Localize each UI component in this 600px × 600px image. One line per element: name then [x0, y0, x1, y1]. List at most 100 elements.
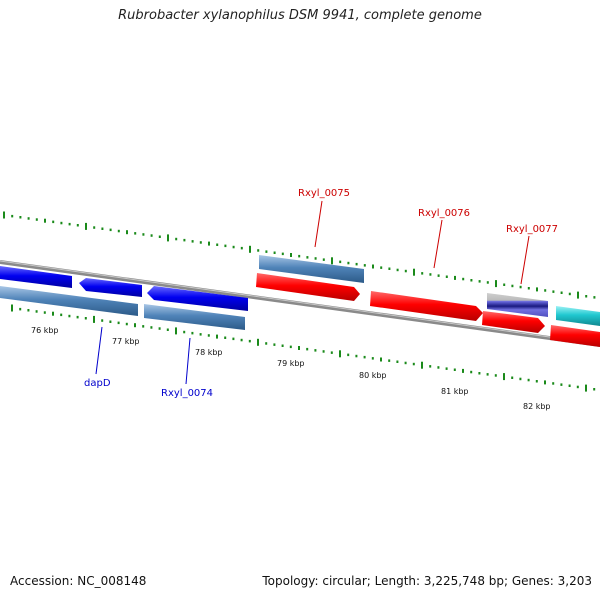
- top-tick: [93, 226, 96, 229]
- top-tick: [577, 291, 579, 299]
- cds-bar-2[interactable]: [144, 304, 245, 330]
- label-rxyl-0075[interactable]: Rxyl_0075: [298, 188, 350, 199]
- top-tick: [257, 249, 260, 252]
- cds-bar-1[interactable]: [0, 286, 138, 316]
- bottom-tick: [248, 339, 251, 343]
- bottom-tick: [289, 345, 292, 349]
- bottom-tick: [339, 350, 341, 358]
- label-rxyl-0077[interactable]: Rxyl_0077: [506, 224, 558, 235]
- bottom-tick: [207, 334, 210, 337]
- top-tick: [503, 283, 506, 286]
- top-tick: [585, 295, 588, 298]
- scale-label-76: 76 kbp: [31, 326, 59, 335]
- gene-rxyl-0075-upper[interactable]: [259, 255, 364, 283]
- bottom-tick: [552, 382, 555, 385]
- bottom-tick: [273, 343, 276, 346]
- bottom-tick: [494, 374, 497, 377]
- top-tick: [232, 245, 235, 249]
- gene-cyan-upper[interactable]: [556, 306, 600, 326]
- bottom-tick: [142, 325, 145, 328]
- top-tick: [101, 227, 104, 230]
- leader-rxyl-0077: [520, 235, 530, 285]
- top-tick: [527, 287, 530, 290]
- top-tick: [568, 292, 571, 296]
- top-tick: [396, 268, 399, 272]
- top-tick: [175, 237, 178, 241]
- leader-dapd: [95, 326, 103, 375]
- forward-gene-arrow-2[interactable]: [370, 291, 483, 321]
- top-tick: [249, 245, 251, 253]
- leader-rxyl-0074: [185, 337, 191, 385]
- map-title: Rubrobacter xylanophilus DSM 9941, compl…: [118, 8, 482, 23]
- forward-gene-arrow-4[interactable]: [550, 325, 600, 347]
- top-tick: [478, 280, 481, 283]
- top-tick: [85, 222, 87, 230]
- bottom-tick: [453, 368, 456, 371]
- top-tick: [593, 296, 596, 299]
- top-tick: [495, 280, 497, 288]
- top-tick: [142, 233, 145, 236]
- top-tick: [347, 261, 350, 265]
- gene-rxyl-0077-upper[interactable]: [487, 293, 548, 317]
- top-tick: [290, 253, 292, 257]
- bottom-tick: [568, 384, 571, 387]
- bottom-tick: [35, 310, 38, 313]
- reverse-gene-arrow-3[interactable]: [147, 286, 248, 311]
- bottom-tick: [306, 347, 309, 351]
- top-tick: [265, 250, 268, 253]
- reverse-gene-arrow-2[interactable]: [79, 278, 142, 297]
- forward-gene-arrow-3[interactable]: [482, 311, 545, 333]
- top-tick: [429, 273, 432, 276]
- bottom-tick: [19, 307, 22, 311]
- label-dapd[interactable]: dapD: [84, 378, 111, 389]
- bottom-tick: [429, 365, 432, 368]
- bottom-tick: [52, 311, 54, 316]
- backbone-highlight: [0, 260, 600, 345]
- bottom-tick: [593, 388, 596, 391]
- bottom-tick: [421, 361, 423, 369]
- bottom-tick: [445, 367, 448, 370]
- top-tick: [68, 222, 71, 226]
- bottom-tick: [281, 344, 284, 347]
- top-tick: [199, 241, 202, 244]
- top-tick: [339, 260, 342, 264]
- bottom-tick: [117, 321, 120, 325]
- bottom-tick: [150, 326, 153, 329]
- top-tick: [388, 267, 391, 270]
- bottom-tick: [544, 380, 546, 385]
- top-tick: [273, 251, 276, 254]
- top-tick: [486, 281, 489, 284]
- top-tick: [306, 256, 309, 259]
- top-tick: [191, 240, 194, 243]
- top-tick: [511, 284, 514, 288]
- top-tick: [314, 257, 317, 260]
- top-tick: [158, 235, 161, 238]
- bottom-tick: [101, 319, 104, 322]
- label-rxyl-0076[interactable]: Rxyl_0076: [418, 208, 470, 219]
- bottom-tick-marks: [11, 304, 596, 392]
- reverse-gene-arrow-1[interactable]: [0, 266, 72, 288]
- label-rxyl-0074[interactable]: Rxyl_0074: [161, 388, 213, 399]
- bottom-tick: [486, 373, 489, 376]
- forward-gene-arrow-1[interactable]: [256, 273, 360, 301]
- bottom-tick: [68, 314, 71, 318]
- top-tick: [3, 211, 5, 219]
- bottom-tick: [380, 357, 382, 362]
- top-tick: [454, 275, 456, 280]
- top-tick: [11, 214, 14, 218]
- bottom-tick: [240, 338, 243, 342]
- genome-stats-text: Topology: circular; Length: 3,225,748 bp…: [262, 574, 592, 588]
- bottom-tick: [191, 331, 194, 335]
- top-tick: [331, 257, 333, 265]
- bottom-tick: [11, 304, 13, 312]
- top-tick: [240, 246, 243, 250]
- backbone-line: [0, 260, 600, 347]
- accession-text: Accession: NC_008148: [10, 574, 147, 588]
- top-tick: [413, 268, 415, 276]
- bottom-tick: [314, 349, 317, 352]
- bottom-tick: [27, 309, 30, 312]
- bottom-tick: [257, 338, 259, 346]
- bottom-tick: [183, 330, 186, 334]
- top-tick: [183, 238, 186, 242]
- bottom-tick: [298, 346, 300, 350]
